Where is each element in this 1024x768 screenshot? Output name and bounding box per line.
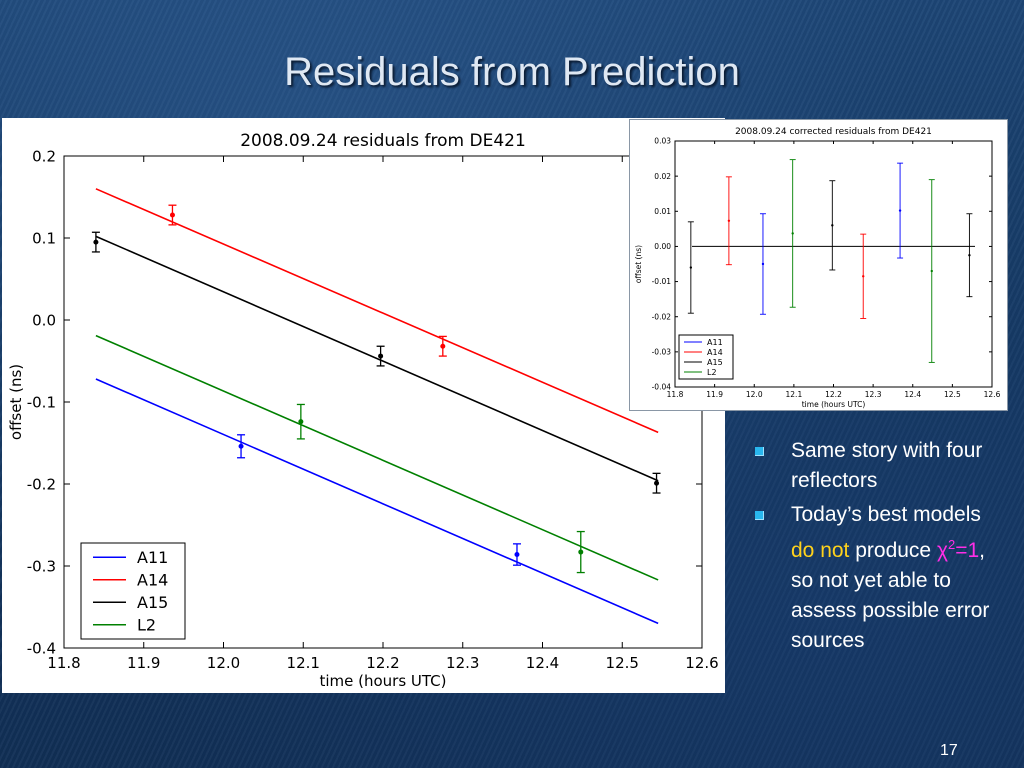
x-tick-label: 12.2 xyxy=(366,654,399,672)
x-axis-label: time (hours UTC) xyxy=(802,400,866,409)
data-point xyxy=(791,232,794,235)
bullet-square-icon xyxy=(755,447,764,456)
residuals-chart: 2008.09.24 residuals from DE421 11.8 11.9 1… xyxy=(7,131,719,690)
y-axis-label: offset (ns) xyxy=(634,245,643,283)
bullet-list: Same story with four reflectors Today’s … xyxy=(752,436,1002,660)
legend-label: A15 xyxy=(137,593,168,612)
data-point xyxy=(298,419,304,425)
x-tick-label: 12.0 xyxy=(746,390,763,399)
legend-label: L2 xyxy=(137,616,156,635)
page-number: 17 xyxy=(940,742,958,759)
plot-frame xyxy=(674,140,993,388)
y-tick-label: 0.1 xyxy=(32,229,56,247)
y-tick-label: -0.01 xyxy=(652,277,672,286)
series-fit-line xyxy=(95,334,659,581)
data-point xyxy=(727,219,731,222)
y-tick-label: 0.0 xyxy=(32,311,56,329)
data-point xyxy=(238,443,244,449)
chart-title: 2008.09.24 residuals from DE421 xyxy=(240,131,526,151)
data-point xyxy=(689,266,693,269)
bullet-text: Same story with four reflectors xyxy=(791,439,983,492)
data-point xyxy=(654,480,660,486)
legend-label: A14 xyxy=(707,348,723,357)
x-tick-label: 12.1 xyxy=(786,390,803,399)
data-point xyxy=(898,209,902,212)
y-tick-label: -0.04 xyxy=(652,383,672,392)
data-point xyxy=(93,239,99,245)
x-tick-label: 12.0 xyxy=(207,654,240,672)
slide-title: Residuals from Prediction xyxy=(284,50,740,94)
data-point xyxy=(968,254,971,257)
x-tick-label: 12.1 xyxy=(287,654,320,672)
legend-label: A15 xyxy=(707,358,723,367)
x-tick-label: 12.3 xyxy=(865,390,882,399)
data-point xyxy=(169,212,175,218)
series-fit-line xyxy=(95,188,659,434)
legend-label: A14 xyxy=(137,571,168,590)
x-tick-label: 12.5 xyxy=(606,654,639,672)
bullet-item: Same story with four reflectors xyxy=(752,436,1002,496)
data-point xyxy=(831,224,834,227)
y-tick-label: 0.02 xyxy=(654,172,671,181)
y-tick-label: -0.2 xyxy=(27,475,56,493)
data-point xyxy=(578,549,584,555)
legend-label: A11 xyxy=(707,338,723,347)
x-tick-label: 12.6 xyxy=(984,390,1001,399)
chart-title: 2008.09.24 corrected residuals from DE42… xyxy=(735,127,932,137)
bullet-chi-exponent: 2 xyxy=(947,537,956,552)
bullet-item: Today’s best models do not produce χ2=1,… xyxy=(752,500,1002,656)
legend-box xyxy=(80,542,186,640)
series-fit-line xyxy=(95,235,659,482)
legend-label: A11 xyxy=(137,548,168,567)
x-tick-label: 12.2 xyxy=(825,390,842,399)
x-axis-label: time (hours UTC) xyxy=(319,672,446,690)
bullet-text-part: Today’s best models xyxy=(791,503,981,526)
y-tick-label: -0.1 xyxy=(27,393,56,411)
x-tick-label: 12.3 xyxy=(446,654,479,672)
data-point xyxy=(378,353,384,359)
x-tick-label: 12.4 xyxy=(904,390,921,399)
bullet-chi-symbol: χ xyxy=(936,539,948,562)
data-point xyxy=(440,343,446,349)
y-tick-label: -0.4 xyxy=(27,639,56,657)
y-tick-label: 0.00 xyxy=(654,242,671,251)
corrected-residuals-chart: 2008.09.24 corrected residuals from DE42… xyxy=(634,127,1001,409)
data-point xyxy=(862,275,865,278)
y-tick-label: 0.03 xyxy=(654,137,671,146)
legend-label: L2 xyxy=(707,368,717,377)
x-tick-label: 11.8 xyxy=(667,390,684,399)
y-tick-label: -0.3 xyxy=(27,557,56,575)
data-point xyxy=(514,552,520,558)
bullet-square-icon xyxy=(755,511,764,520)
x-tick-label: 11.9 xyxy=(706,390,723,399)
x-tick-label: 12.6 xyxy=(685,654,718,672)
y-tick-label: 0.2 xyxy=(32,147,56,165)
bullet-chi-equals: =1 xyxy=(955,539,980,562)
x-tick-label: 11.9 xyxy=(127,654,160,672)
x-tick-label: 12.4 xyxy=(526,654,559,672)
data-point xyxy=(761,262,765,266)
y-tick-label: -0.03 xyxy=(652,347,672,356)
x-tick-label: 12.5 xyxy=(944,390,961,399)
y-tick-label: 0.01 xyxy=(654,207,671,216)
bullet-text-part: produce xyxy=(849,539,937,562)
bullet-highlight-do-not: do not xyxy=(791,539,850,562)
y-axis-label: offset (ns) xyxy=(7,364,25,440)
x-tick-label: 11.8 xyxy=(47,654,80,672)
corrected-chart-panel: 2008.09.24 corrected residuals from DE42… xyxy=(629,119,1008,411)
series-fit-line xyxy=(95,378,659,625)
bullet-text-part: , so not yet able to assess possible err… xyxy=(791,539,990,652)
main-chart-panel: 2008.09.24 residuals from DE421 11.8 11.9 1… xyxy=(2,118,725,693)
data-point xyxy=(930,269,933,273)
y-tick-label: -0.02 xyxy=(652,312,672,321)
